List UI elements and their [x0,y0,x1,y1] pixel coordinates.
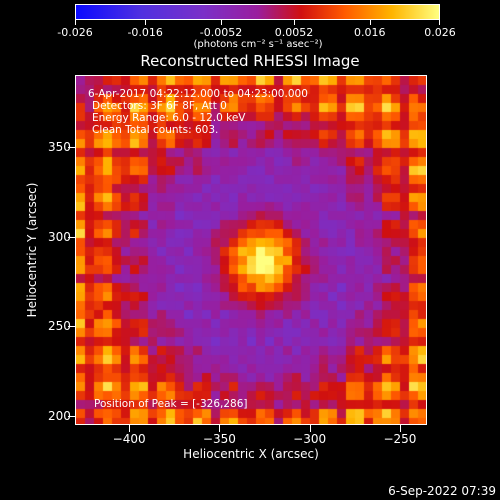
info-clean: Clean Total counts: 603. [92,124,219,136]
heatmap-plot: 6-Apr-2017 04:22:12.000 to 04:23:00.000 … [75,75,427,425]
timestamp: 6-Sep-2022 07:39 [388,484,496,498]
colorbar [75,4,440,20]
y-tick-label: 200 [48,409,71,424]
info-time-range: 6-Apr-2017 04:22:12.000 to 04:23:00.000 [88,88,308,100]
colorbar-tick [221,20,222,25]
x-tick-label: −400 [112,432,146,446]
x-tick-label: −300 [293,432,327,446]
plot-title: Reconstructed RHESSI Image [140,52,360,70]
colorbar-units: (photons cm⁻² s⁻¹ asec⁻²) [193,39,323,50]
y-tick [68,236,75,238]
colorbar-tick [75,20,76,25]
y-tick [68,146,75,148]
colorbar-tick-label: 0.0052 [274,26,314,39]
colorbar-tick-label: 0.016 [354,26,386,39]
info-detectors: Detectors: 3F 6F 8F, Att 0 [92,100,227,112]
x-tick [129,425,131,432]
y-axis-label: Heliocentric Y (arcsec) [25,182,39,318]
colorbar-tick-label: -0.0052 [199,26,243,39]
y-tick [68,326,75,328]
colorbar-tick [369,20,371,25]
y-tick-label: 350 [48,139,71,154]
colorbar-tick [294,20,295,25]
colorbar-tick-label: -0.026 [57,26,93,39]
y-tick-label: 250 [48,319,71,334]
x-tick [309,425,311,432]
info-energy: Energy Range: 6.0 - 12.0 keV [92,112,246,124]
colorbar-tick [145,20,147,25]
colorbar-tick-label: -0.016 [127,26,163,39]
y-tick-label: 300 [48,229,71,244]
y-tick [68,416,75,418]
x-tick [219,425,221,432]
x-tick [399,425,401,432]
x-tick-label: −350 [202,432,236,446]
x-axis-label: Heliocentric X (arcsec) [183,447,319,461]
x-tick-label: −250 [383,432,417,446]
heatmap-image [76,76,426,424]
info-peak: Position of Peak = [-326,286] [94,398,248,410]
colorbar-tick [439,20,440,25]
colorbar-tick-label: 0.026 [424,26,456,39]
